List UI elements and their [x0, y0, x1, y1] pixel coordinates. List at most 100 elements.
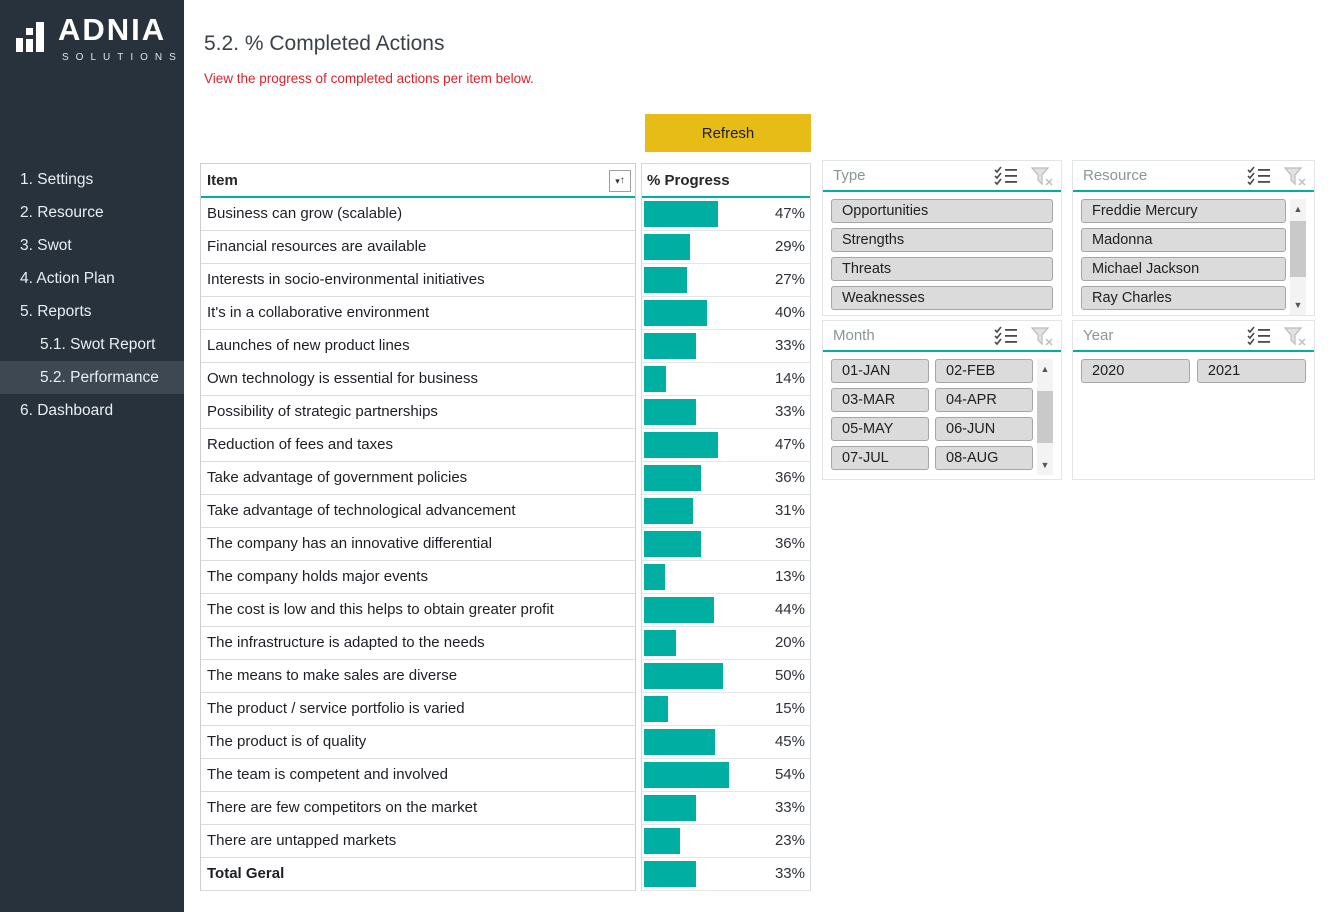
type-slicer-header: Type — [823, 161, 1061, 192]
logo-sub-text: SOLUTIONS — [62, 52, 183, 63]
month-slicer-title: Month — [833, 327, 875, 344]
month-option-08-aug[interactable]: 08-AUG — [935, 446, 1033, 470]
type-option-opportunities[interactable]: Opportunities — [831, 199, 1053, 223]
table-row-progress: 33% — [642, 858, 810, 891]
resource-slicer-title: Resource — [1083, 167, 1148, 184]
item-rows: Business can grow (scalable) Financial re… — [201, 198, 635, 891]
scrollbar[interactable]: ▲ ▼ — [1037, 359, 1053, 475]
table-row-progress: 20% — [642, 627, 810, 660]
table-row-item: Total Geral — [201, 858, 635, 891]
progress-value: 14% — [774, 370, 805, 387]
sidebar-nav: 1. Settings 2. Resource 3. Swot 4. Action P… — [0, 163, 184, 427]
progress-bar — [644, 663, 723, 689]
table-row-progress: 50% — [642, 660, 810, 693]
month-option-01-jan[interactable]: 01-JAN — [831, 359, 929, 383]
progress-bar — [644, 366, 667, 392]
refresh-button[interactable]: Refresh — [645, 114, 811, 152]
table-row-item: Financial resources are available — [201, 231, 635, 264]
month-option-07-jul[interactable]: 07-JUL — [831, 446, 929, 470]
sidebar-item-5-2-performance[interactable]: 5.2. Performance — [0, 361, 184, 394]
progress-value: 33% — [774, 865, 805, 882]
scroll-up-icon[interactable]: ▲ — [1037, 359, 1053, 379]
month-option-06-jun[interactable]: 06-JUN — [935, 417, 1033, 441]
sidebar: ADNIA SOLUTIONS 1. Settings 2. Resource 3.… — [0, 0, 184, 912]
sidebar-item-2-resource[interactable]: 2. Resource — [20, 204, 104, 221]
type-slicer-title: Type — [833, 167, 866, 184]
clear-filter-icon[interactable] — [1029, 326, 1055, 346]
scroll-down-icon[interactable]: ▼ — [1290, 295, 1306, 315]
scrollbar[interactable]: ▲ ▼ — [1290, 199, 1306, 315]
sidebar-item-4-action-plan[interactable]: 4. Action Plan — [20, 270, 115, 287]
progress-column-header: % Progress — [642, 164, 810, 198]
table-row-item: Own technology is essential for business — [201, 363, 635, 396]
sidebar-item-5-1-swot-report[interactable]: 5.1. Swot Report — [40, 336, 156, 353]
sidebar-item-3-swot[interactable]: 3. Swot — [20, 237, 72, 254]
table-row-item: The infrastructure is adapted to the nee… — [201, 627, 635, 660]
progress-value: 33% — [774, 337, 805, 354]
progress-bar — [644, 762, 730, 788]
table-row-progress: 29% — [642, 231, 810, 264]
filter-sort-icon[interactable]: ▾↑ — [609, 170, 631, 192]
resource-option-madonna[interactable]: Madonna — [1081, 228, 1286, 252]
clear-filter-icon[interactable] — [1282, 326, 1308, 346]
scroll-down-icon[interactable]: ▼ — [1037, 455, 1053, 475]
progress-bar — [644, 795, 697, 821]
year-option-2021[interactable]: 2021 — [1196, 359, 1306, 383]
resource-option-freddie-mercury[interactable]: Freddie Mercury — [1081, 199, 1286, 223]
progress-bar — [644, 234, 690, 260]
year-option-2020[interactable]: 2020 — [1081, 359, 1191, 383]
table-row-item: Take advantage of government policies — [201, 462, 635, 495]
progress-value: 54% — [774, 766, 805, 783]
scrollbar-thumb[interactable] — [1290, 221, 1306, 277]
month-slicer-body: 01-JAN 02-FEB 03-MAR 04-APR 05-MAY 06-JUN 07-J… — [823, 352, 1061, 481]
table-row-item: There are untapped markets — [201, 825, 635, 858]
table-row-item: Reduction of fees and taxes — [201, 429, 635, 462]
multi-select-icon[interactable] — [993, 326, 1019, 346]
table-row-item: The means to make sales are diverse — [201, 660, 635, 693]
type-option-threats[interactable]: Threats — [831, 257, 1053, 281]
multi-select-icon[interactable] — [1246, 166, 1272, 186]
resource-option-ray-charles[interactable]: Ray Charles — [1081, 286, 1286, 310]
scrollbar-thumb[interactable] — [1037, 391, 1053, 443]
page-subtitle: View the progress of completed actions p… — [204, 71, 534, 86]
progress-value: 33% — [774, 403, 805, 420]
table-row-item: The product / service portfolio is varie… — [201, 693, 635, 726]
type-slicer-body: Opportunities Strengths Threats Weaknesses — [823, 192, 1061, 321]
sidebar-item-5-reports[interactable]: 5. Reports — [20, 303, 92, 320]
progress-bar — [644, 630, 676, 656]
multi-select-icon[interactable] — [993, 166, 1019, 186]
progress-bar — [644, 300, 708, 326]
progress-value: 27% — [774, 271, 805, 288]
resource-slicer: Resource Freddie Mercury Madonna Michael J… — [1072, 160, 1315, 316]
year-slicer-body: 2020 2021 — [1073, 352, 1314, 394]
type-slicer: Type Opportunities Strengths Threats Weakne… — [822, 160, 1062, 316]
type-option-weaknesses[interactable]: Weaknesses — [831, 286, 1053, 310]
type-option-strengths[interactable]: Strengths — [831, 228, 1053, 252]
sidebar-item-1-settings[interactable]: 1. Settings — [20, 171, 94, 188]
table-row-item: The team is competent and involved — [201, 759, 635, 792]
scroll-up-icon[interactable]: ▲ — [1290, 199, 1306, 219]
table-row-item: There are few competitors on the market — [201, 792, 635, 825]
resource-option-michael-jackson[interactable]: Michael Jackson — [1081, 257, 1286, 281]
table-row-progress: 23% — [642, 825, 810, 858]
table-row-progress: 45% — [642, 726, 810, 759]
month-option-04-apr[interactable]: 04-APR — [935, 388, 1033, 412]
month-option-02-feb[interactable]: 02-FEB — [935, 359, 1033, 383]
month-option-05-may[interactable]: 05-MAY — [831, 417, 929, 441]
progress-rows: 47% 29% 27% 40% 33% 14% 33% 47% 36% 31% … — [642, 198, 810, 891]
multi-select-icon[interactable] — [1246, 326, 1272, 346]
progress-bar — [644, 267, 687, 293]
sidebar-item-6-dashboard[interactable]: 6. Dashboard — [20, 402, 114, 419]
month-slicer-header: Month — [823, 321, 1061, 352]
progress-bar — [644, 399, 697, 425]
clear-filter-icon[interactable] — [1282, 166, 1308, 186]
table-row-item: Take advantage of technological advancem… — [201, 495, 635, 528]
progress-value: 33% — [774, 799, 805, 816]
progress-value: 47% — [774, 436, 805, 453]
item-header-label: Item — [207, 172, 238, 189]
month-option-03-mar[interactable]: 03-MAR — [831, 388, 929, 412]
clear-filter-icon[interactable] — [1029, 166, 1055, 186]
table-row-progress: 36% — [642, 462, 810, 495]
progress-bar — [644, 729, 716, 755]
